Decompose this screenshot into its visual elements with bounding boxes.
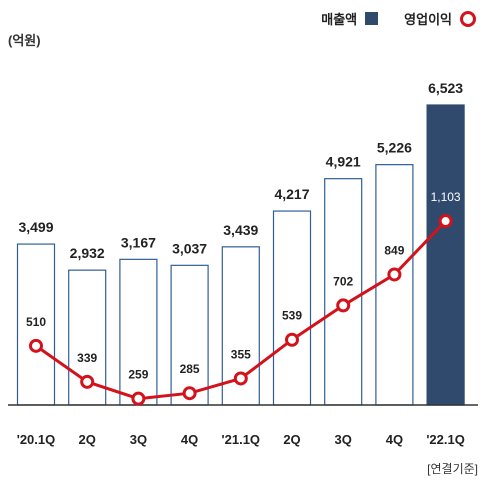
op-profit-point-1: [80, 374, 95, 389]
op-profit-point-4: [233, 371, 248, 386]
op-profit-point-5: [285, 332, 299, 347]
legend-revenue-swatch: [365, 12, 379, 25]
bar-value-label-1: 2,932: [70, 245, 105, 261]
op-profit-label-0: 510: [26, 315, 46, 329]
op-profit-label-5: 539: [282, 309, 302, 323]
bar-6: [324, 178, 363, 406]
bar-value-label-3: 3,037: [172, 240, 207, 256]
legend-revenue: 매출액: [321, 9, 379, 28]
legend: 매출액 영업이익: [295, 9, 476, 28]
op-profit-label-3: 285: [180, 362, 200, 376]
x-tick-label-6: 3Q: [335, 432, 352, 447]
x-tick-label-8: '22.1Q: [426, 432, 465, 447]
legend-revenue-label: 매출액: [321, 12, 358, 27]
bar-value-label-2: 3,167: [121, 234, 156, 250]
op-profit-point-6: [336, 298, 351, 313]
op-profit-label-1: 339: [77, 351, 97, 365]
x-tick-label-0: '20.1Q: [17, 432, 56, 447]
unit-label: (억원): [8, 33, 41, 48]
legend-op-profit-label: 영업이익: [404, 12, 452, 27]
bar-value-label-7: 5,226: [377, 140, 412, 156]
bar-value-label-8: 6,523: [428, 80, 463, 96]
x-tick-label-3: 4Q: [181, 432, 198, 447]
op-profit-label-8: 1,103: [431, 190, 461, 204]
bar-8: [426, 104, 465, 406]
x-tick-label-2: 3Q: [130, 432, 147, 447]
legend-op-profit: 영업이익: [404, 9, 476, 28]
bar-value-label-5: 4,217: [274, 186, 309, 202]
op-profit-point-8: [438, 214, 453, 229]
bar-value-label-0: 3,499: [18, 219, 53, 235]
x-tick-label-1: 2Q: [79, 432, 96, 447]
op-profit-point-0: [29, 338, 43, 353]
op-profit-label-4: 355: [231, 347, 251, 361]
x-tick-label-5: 2Q: [283, 432, 300, 447]
bar-value-label-4: 3,439: [223, 222, 258, 238]
bar-7: [375, 164, 414, 406]
op-profit-point-2: [131, 391, 146, 406]
op-profit-point-3: [182, 386, 197, 401]
op-profit-label-2: 259: [128, 368, 148, 382]
op-profit-point-7: [387, 267, 402, 282]
x-tick-label-4: '21.1Q: [222, 432, 261, 447]
bar-value-label-6: 4,921: [326, 154, 361, 170]
op-profit-label-7: 849: [384, 243, 404, 257]
basis-label: [연결기준]: [427, 462, 478, 476]
bar-5: [272, 210, 312, 406]
bar-3: [170, 264, 209, 406]
bar-2: [119, 258, 158, 406]
x-tick-label-7: 4Q: [386, 432, 403, 447]
op-profit-label-6: 702: [333, 274, 353, 288]
legend-op-profit-marker: [460, 10, 476, 27]
